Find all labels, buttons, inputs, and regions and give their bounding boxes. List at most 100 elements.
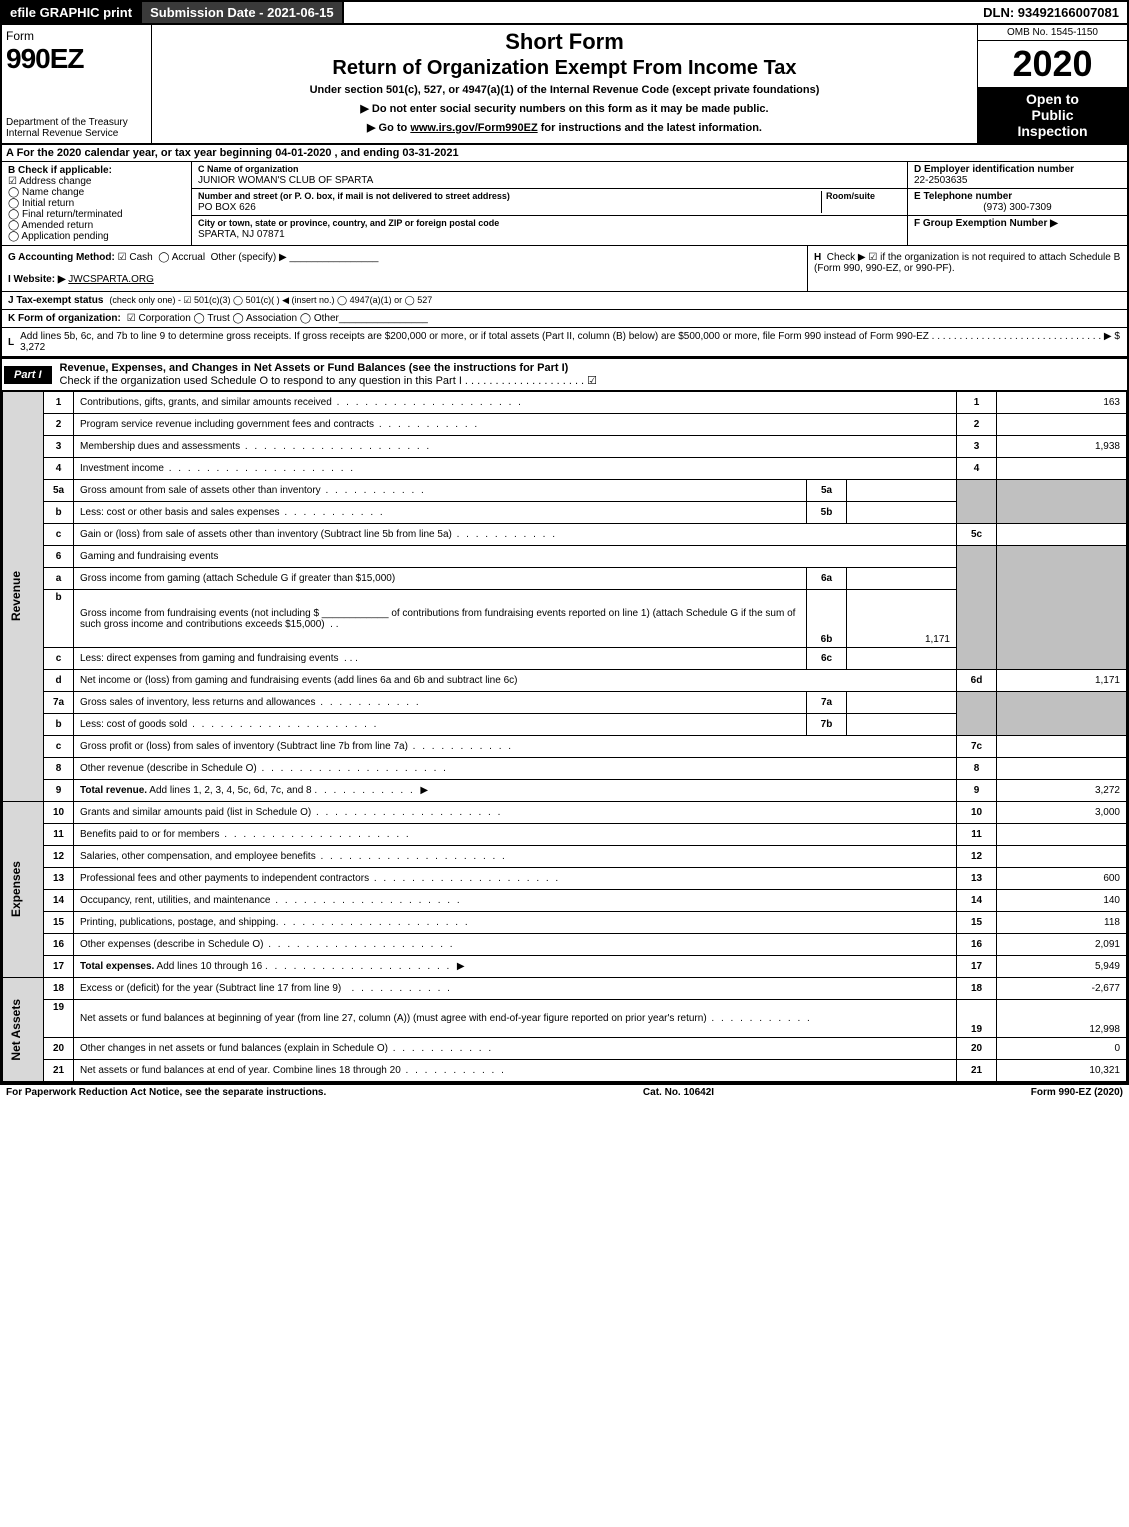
footer-paperwork: For Paperwork Reduction Act Notice, see …	[6, 1087, 326, 1098]
header-right: OMB No. 1545-1150 2020 Open to Public In…	[977, 25, 1127, 143]
revenue-group-label: Revenue	[9, 571, 23, 621]
line-21: 21 Net assets or fund balances at end of…	[3, 1060, 1127, 1082]
h-label: H	[814, 252, 821, 263]
line-16: 16 Other expenses (describe in Schedule …	[3, 934, 1127, 956]
room-label: Room/suite	[826, 191, 875, 201]
form-header: Form 990EZ Department of the Treasury In…	[0, 25, 1129, 145]
line-19: 19 Net assets or fund balances at beginn…	[3, 1000, 1127, 1038]
val-20: 0	[997, 1038, 1127, 1060]
line-12: 12 Salaries, other compensation, and emp…	[3, 846, 1127, 868]
j-tax-exempt: J Tax-exempt status (check only one) - ☑…	[0, 292, 1129, 310]
line-10: Expenses 10 Grants and similar amounts p…	[3, 802, 1127, 824]
g-other[interactable]: Other (specify) ▶	[211, 252, 287, 263]
val-8	[997, 758, 1127, 780]
h-schedule-b: H Check ▶ ☑ if the organization is not r…	[807, 246, 1127, 291]
footer-catno: Cat. No. 10642I	[326, 1087, 1030, 1098]
val-21: 10,321	[997, 1060, 1127, 1082]
check-initial-return[interactable]: ◯ Initial return	[8, 198, 185, 209]
part1-table-wrapper: Revenue 1 Contributions, gifts, grants, …	[0, 391, 1129, 1084]
submission-date-button[interactable]: Submission Date - 2021-06-15	[142, 2, 344, 23]
line-15: 15 Printing, publications, postage, and …	[3, 912, 1127, 934]
check-address-change[interactable]: ☑ Address change	[8, 176, 185, 187]
line-20: 20 Other changes in net assets or fund b…	[3, 1038, 1127, 1060]
section-c-name-address: C Name of organization JUNIOR WOMAN'S CL…	[192, 162, 907, 245]
phone-val: (973) 300-7309	[914, 202, 1121, 213]
i-label: I Website: ▶	[8, 274, 66, 285]
l-text: Add lines 5b, 6c, and 7b to line 9 to de…	[20, 331, 1121, 353]
line-6: 6 Gaming and fundraising events	[3, 546, 1127, 568]
val-3: 1,938	[997, 436, 1127, 458]
check-final-return[interactable]: ◯ Final return/terminated	[8, 209, 185, 220]
val-16: 2,091	[997, 934, 1127, 956]
page-footer: For Paperwork Reduction Act Notice, see …	[0, 1084, 1129, 1100]
irs-link[interactable]: www.irs.gov/Form990EZ	[410, 122, 537, 134]
instruction-ssn: ▶ Do not enter social security numbers o…	[156, 102, 973, 115]
g-label: G Accounting Method:	[8, 252, 115, 263]
f-label: F Group Exemption Number ▶	[914, 218, 1058, 229]
line-2: 2 Program service revenue including gove…	[3, 414, 1127, 436]
val-11	[997, 824, 1127, 846]
j-label: J Tax-exempt status	[8, 295, 103, 306]
tax-year: 2020	[978, 41, 1127, 87]
j-text: (check only one) - ☑ 501(c)(3) ◯ 501(c)(…	[109, 295, 432, 306]
g-cash[interactable]: Cash	[129, 252, 152, 263]
l-gross-receipts: L Add lines 5b, 6c, and 7b to line 9 to …	[0, 328, 1129, 357]
form-number: 990EZ	[6, 43, 84, 74]
check-application-pending[interactable]: ◯ Application pending	[8, 231, 185, 242]
line-5c: c Gain or (loss) from sale of assets oth…	[3, 524, 1127, 546]
part1-title: Revenue, Expenses, and Changes in Net As…	[54, 359, 1127, 390]
val-2	[997, 414, 1127, 436]
line-13: 13 Professional fees and other payments …	[3, 868, 1127, 890]
public: Public	[1031, 107, 1073, 123]
open-public-badge: Open to Public Inspection	[978, 87, 1127, 143]
instruction-url: ▶ Go to www.irs.gov/Form990EZ for instru…	[156, 121, 973, 134]
department-label: Department of the Treasury Internal Reve…	[6, 117, 147, 139]
ein-val: 22-2503635	[914, 175, 967, 186]
line-3: 3 Membership dues and assessments 3 1,93…	[3, 436, 1127, 458]
line-9: 9 Total revenue. Add lines 1, 2, 3, 4, 5…	[3, 780, 1127, 802]
line-17: 17 Total expenses. Add lines 10 through …	[3, 956, 1127, 978]
c-label: C Name of organization	[198, 164, 299, 174]
b-label: B Check if applicable:	[8, 165, 185, 176]
line-11: 11 Benefits paid to or for members 11	[3, 824, 1127, 846]
row-a-tax-year: A For the 2020 calendar year, or tax yea…	[0, 145, 1129, 162]
header-center: Short Form Return of Organization Exempt…	[152, 25, 977, 143]
val-6d: 1,171	[997, 670, 1127, 692]
line-18: Net Assets 18 Excess or (deficit) for th…	[3, 978, 1127, 1000]
efile-print-button[interactable]: efile GRAPHIC print	[2, 2, 142, 23]
entity-block: B Check if applicable: ☑ Address change …	[0, 162, 1129, 246]
addr-label: Number and street (or P. O. box, if mail…	[198, 191, 510, 201]
val-15: 118	[997, 912, 1127, 934]
check-amended-return[interactable]: ◯ Amended return	[8, 220, 185, 231]
part1-badge: Part I	[4, 366, 52, 384]
val-12	[997, 846, 1127, 868]
irs-label: Internal Revenue Service	[6, 128, 118, 139]
check-name-change[interactable]: ◯ Name change	[8, 187, 185, 198]
footer-formref: Form 990-EZ (2020)	[1031, 1087, 1123, 1098]
val-14: 140	[997, 890, 1127, 912]
line-5a: 5a Gross amount from sale of assets othe…	[3, 480, 1127, 502]
dept-treasury: Department of the Treasury	[6, 117, 128, 128]
part1-table: Revenue 1 Contributions, gifts, grants, …	[2, 391, 1127, 1082]
d-label: D Employer identification number	[914, 164, 1074, 175]
val-5c	[997, 524, 1127, 546]
line-1: Revenue 1 Contributions, gifts, grants, …	[3, 392, 1127, 414]
line-4: 4 Investment income 4	[3, 458, 1127, 480]
section-b-checks: B Check if applicable: ☑ Address change …	[2, 162, 192, 245]
netassets-group-label: Net Assets	[9, 999, 23, 1061]
val-1: 163	[997, 392, 1127, 414]
omb-number: OMB No. 1545-1150	[978, 25, 1127, 41]
header-left: Form 990EZ Department of the Treasury In…	[2, 25, 152, 143]
city-val: SPARTA, NJ 07871	[198, 229, 285, 240]
gh-row: G Accounting Method: ☑ Cash ◯ Accrual Ot…	[0, 246, 1129, 292]
l-label: L	[8, 337, 14, 348]
val-13: 600	[997, 868, 1127, 890]
val-4	[997, 458, 1127, 480]
line-14: 14 Occupancy, rent, utilities, and maint…	[3, 890, 1127, 912]
website-link[interactable]: JWCSPARTA.ORG	[68, 274, 154, 285]
title-short-form: Short Form	[156, 29, 973, 55]
org-name: JUNIOR WOMAN'S CLUB OF SPARTA	[198, 175, 373, 186]
val-19: 12,998	[997, 1000, 1127, 1038]
line-7c: c Gross profit or (loss) from sales of i…	[3, 736, 1127, 758]
g-accrual[interactable]: Accrual	[172, 252, 205, 263]
